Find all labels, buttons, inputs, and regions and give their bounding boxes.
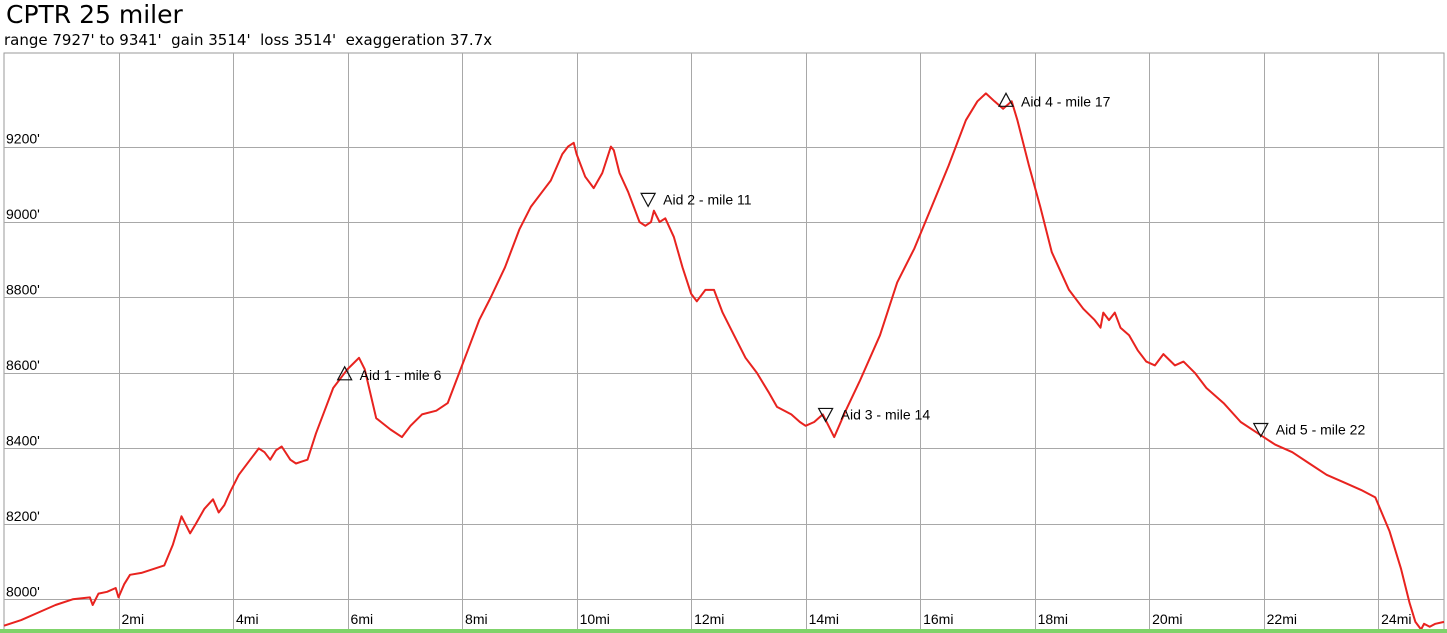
y-tick-label-4: 8800'	[6, 281, 40, 297]
y-tick-label-1: 8200'	[6, 508, 40, 524]
x-tick-label-11: 24mi	[1381, 611, 1411, 627]
aid-label-3: Aid 3 - mile 14	[841, 406, 931, 422]
grid	[4, 53, 1444, 631]
down-triangle-icon-2	[640, 192, 657, 208]
x-tick-label-10: 22mi	[1267, 611, 1297, 627]
y-tick-label-0: 8000'	[6, 583, 40, 599]
aid-label-4: Aid 4 - mile 17	[1021, 93, 1111, 109]
annotations: Aid 1 - mile 6 Aid 2 - mile 11 Aid 3 - mil…	[336, 92, 1366, 438]
chart-subtitle: range 7927' to 9341' gain 3514' loss 351…	[4, 31, 493, 49]
ground-strip	[0, 629, 1447, 633]
tick-labels: 2mi 4mi 6mi 8mi 10mi 12mi 14mi 16mi 18mi 20mi 22mi…	[6, 131, 1412, 627]
x-tick-label-7: 16mi	[923, 611, 953, 627]
x-tick-label-6: 14mi	[809, 611, 839, 627]
elevation-line-0	[3, 92, 1445, 631]
aid-label-1: Aid 1 - mile 6	[360, 367, 442, 383]
series-layer	[3, 92, 1445, 631]
y-tick-label-2: 8400'	[6, 432, 40, 448]
up-triangle-icon-4	[997, 92, 1014, 107]
x-tick-label-8: 18mi	[1038, 611, 1068, 627]
chart-title: CPTR 25 miler	[6, 0, 183, 29]
down-triangle-icon-3	[817, 407, 834, 423]
x-tick-label-5: 12mi	[694, 611, 724, 627]
down-triangle-icon-5	[1252, 422, 1269, 438]
plot-background	[3, 52, 1445, 632]
up-triangle-icon-1	[336, 365, 353, 381]
x-tick-label-1: 4mi	[236, 611, 259, 627]
y-tick-label-3: 8600'	[6, 357, 40, 373]
x-tick-label-9: 20mi	[1152, 611, 1182, 627]
x-tick-label-3: 8mi	[465, 611, 488, 627]
y-tick-label-6: 9200'	[6, 131, 40, 147]
y-tick-label-5: 9000'	[6, 206, 40, 222]
x-tick-label-4: 10mi	[580, 611, 610, 627]
aid-label-2: Aid 2 - mile 11	[663, 191, 752, 207]
x-tick-label-0: 2mi	[122, 611, 145, 627]
x-tick-label-2: 6mi	[351, 611, 374, 627]
aid-label-5: Aid 5 - mile 22	[1276, 422, 1366, 438]
